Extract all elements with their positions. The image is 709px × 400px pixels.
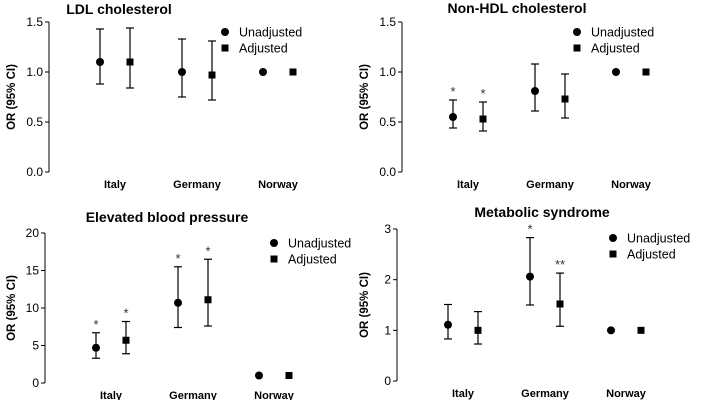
- legend-marker-adjusted: [609, 250, 617, 258]
- y-tick-label: 10: [26, 301, 40, 315]
- legend-label: Unadjusted: [627, 232, 690, 246]
- data-point-unadjusted: [259, 68, 267, 76]
- legend-marker-adjusted: [270, 255, 278, 263]
- legend-label: Adjusted: [591, 42, 640, 56]
- x-category-label: Italy: [100, 390, 123, 400]
- data-point-adjusted: [204, 296, 212, 304]
- significance-marker: *: [123, 306, 128, 321]
- chart-panel-ldl: LDL cholesterol 0.0 0.5 1.0 1.5 OR (95% CI) It…: [6, 1, 302, 191]
- data-point-unadjusted: [612, 68, 620, 76]
- significance-marker: *: [205, 243, 210, 258]
- data-point-adjusted: [479, 115, 487, 123]
- y-tick-label: 3: [384, 222, 391, 236]
- legend: Unadjusted Adjusted: [221, 26, 302, 56]
- y-tick-label: 0.5: [379, 115, 396, 129]
- x-category-label: Germany: [169, 390, 218, 400]
- legend-label: Unadjusted: [239, 26, 302, 40]
- legend-marker-adjusted: [221, 44, 229, 52]
- significance-marker: *: [480, 86, 485, 101]
- chart-panel-bp: Elevated blood pressure 0 5 10 15 20 OR (95% C…: [6, 209, 351, 400]
- chart-panel-nonhdl: Non-HDL cholesterol 0.0 0.5 1.0 1.5 OR (95% C…: [359, 0, 654, 191]
- legend-marker-unadjusted: [270, 239, 278, 247]
- legend-label: Adjusted: [239, 42, 288, 56]
- chart-title: Elevated blood pressure: [86, 209, 249, 225]
- chart-title: Non-HDL cholesterol: [448, 0, 587, 16]
- y-axis-label: OR (95% CI): [6, 275, 18, 341]
- data-point-unadjusted: [174, 298, 182, 307]
- legend-marker-adjusted: [573, 44, 581, 52]
- data-point-unadjusted: [444, 320, 452, 329]
- data-point-unadjusted: [607, 326, 615, 335]
- legend: Unadjusted Adjusted: [609, 232, 690, 262]
- y-tick-label: 0.5: [26, 115, 43, 129]
- chart-title: LDL cholesterol: [66, 1, 172, 17]
- chart-panel-mets: Metabolic syndrome 0 1 2 3 OR (95% CI) Italy Ge…: [359, 204, 690, 400]
- legend-marker-unadjusted: [573, 28, 581, 36]
- x-category-label: Norway: [606, 388, 647, 400]
- y-tick-label: 1.0: [379, 65, 396, 79]
- x-category-label: Italy: [452, 388, 475, 400]
- data-point-unadjusted: [96, 58, 104, 66]
- data-point-unadjusted: [531, 87, 539, 95]
- legend-marker-unadjusted: [221, 28, 229, 36]
- significance-marker: *: [93, 317, 98, 332]
- y-tick-label: 0: [384, 374, 391, 388]
- y-axis-label: OR (95% CI): [359, 64, 371, 130]
- legend-marker-unadjusted: [609, 234, 617, 242]
- data-point-adjusted: [126, 58, 134, 66]
- y-tick-label: 0: [32, 376, 39, 390]
- significance-marker: **: [555, 257, 565, 272]
- x-category-label: Germany: [526, 179, 575, 191]
- legend: Unadjusted Adjusted: [270, 237, 351, 267]
- x-category-label: Germany: [173, 179, 222, 191]
- y-tick-label: 1: [384, 323, 391, 337]
- y-tick-label: 0.0: [379, 165, 396, 179]
- x-category-label: Norway: [611, 179, 652, 191]
- chart-title: Metabolic syndrome: [474, 204, 610, 220]
- legend: Unadjusted Adjusted: [573, 26, 654, 56]
- y-tick-label: 15: [26, 264, 40, 278]
- data-point-adjusted: [285, 372, 293, 379]
- significance-marker: *: [527, 222, 532, 237]
- data-point-adjusted: [208, 71, 216, 79]
- significance-marker: *: [450, 84, 455, 99]
- y-tick-label: 1.5: [379, 15, 396, 29]
- y-tick-label: 5: [32, 339, 39, 353]
- data-point-adjusted: [474, 326, 482, 334]
- data-point-adjusted: [122, 336, 130, 344]
- legend-label: Unadjusted: [591, 26, 654, 40]
- data-point-unadjusted: [178, 68, 186, 76]
- data-point-unadjusted: [92, 343, 100, 352]
- significance-marker: *: [175, 251, 180, 266]
- data-point-adjusted: [289, 68, 297, 76]
- data-point-adjusted: [561, 95, 569, 103]
- data-point-unadjusted: [255, 371, 263, 380]
- data-point-unadjusted: [526, 272, 534, 281]
- legend-label: Adjusted: [627, 248, 676, 262]
- y-axis-label: OR (95% CI): [359, 272, 371, 338]
- data-point-adjusted: [556, 300, 564, 308]
- x-category-label: Norway: [254, 390, 295, 400]
- data-point-unadjusted: [449, 113, 457, 121]
- x-category-label: Norway: [258, 179, 299, 191]
- x-category-label: Italy: [457, 179, 480, 191]
- legend-label: Unadjusted: [288, 237, 351, 251]
- x-category-label: Germany: [521, 388, 570, 400]
- data-point-adjusted: [637, 326, 645, 334]
- y-tick-label: 20: [26, 226, 40, 240]
- y-axis-label: OR (95% CI): [6, 64, 18, 130]
- y-tick-label: 1.0: [26, 65, 43, 79]
- y-tick-label: 0.0: [26, 165, 43, 179]
- y-tick-label: 1.5: [26, 15, 43, 29]
- legend-label: Adjusted: [288, 253, 337, 267]
- y-tick-label: 2: [384, 273, 391, 287]
- data-point-adjusted: [642, 68, 650, 76]
- x-category-label: Italy: [104, 179, 127, 191]
